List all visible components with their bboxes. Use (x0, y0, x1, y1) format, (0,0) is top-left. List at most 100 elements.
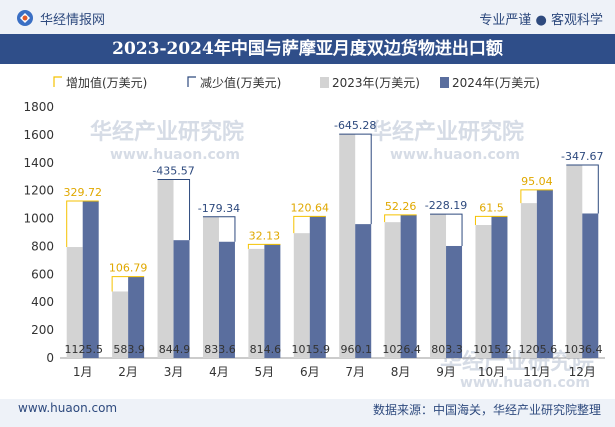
legend-label: 增加值(万美元) (66, 75, 147, 90)
value-label-2024: 833.6 (204, 343, 236, 356)
bar-2024 (582, 213, 599, 358)
chart-title: 2023-2024年中国与萨摩亚月度双边货物进出口额 (112, 39, 503, 59)
bar-2024 (446, 245, 463, 358)
decrease-bracket (566, 164, 599, 214)
x-tick-label: 4月 (209, 365, 229, 379)
bar-series (66, 133, 599, 358)
bar-2023 (384, 222, 401, 358)
data-source: 数据来源：中国海关，华经产业研究院整理 (372, 403, 601, 417)
x-tick-label: 8月 (391, 365, 411, 379)
x-tick-label: 7月 (345, 365, 365, 379)
y-tick-label: 200 (31, 323, 54, 337)
value-label-2024: 1026.4 (382, 343, 421, 356)
increase-bracket (520, 189, 553, 204)
increase-bracket (384, 214, 417, 223)
y-tick-label: 1000 (23, 212, 54, 226)
increase-bracket (293, 215, 326, 234)
tagline: 专业严谨 ● 客观科学 (479, 13, 603, 28)
bar-2023 (430, 214, 447, 358)
bar-2024 (309, 216, 326, 358)
top-bar (0, 0, 615, 34)
change-label: 329.72 (63, 186, 102, 199)
x-tick-label: 2月 (118, 365, 138, 379)
y-tick-label: 1400 (23, 156, 54, 170)
bar-2023 (475, 225, 492, 358)
bar-2024 (218, 241, 235, 358)
value-label-2024: 1015.9 (292, 343, 331, 356)
data-labels: 329.72 1125.5 1月 106.79 583.9 2月 -435.57 844.9 3… (63, 119, 603, 379)
bar-2024 (491, 216, 508, 358)
watermark-url: www.huaon.com (110, 147, 240, 163)
x-tick-label: 12月 (569, 365, 596, 379)
bottom-bar (0, 399, 615, 427)
watermark-url: www.huaon.com (390, 147, 520, 163)
increase-bracket (247, 243, 281, 249)
x-tick-label: 9月 (436, 365, 456, 379)
legend-label: 2023年(万美元) (332, 76, 420, 90)
y-tick-label: 600 (31, 267, 54, 281)
value-label-2024: 844.9 (159, 343, 191, 356)
bar-2023 (293, 233, 310, 358)
bar-2024 (355, 224, 372, 358)
legend-label: 2024年(万美元) (452, 76, 540, 90)
x-tick-label: 5月 (255, 365, 275, 379)
bar-2023 (157, 179, 174, 358)
title-bar (0, 34, 615, 64)
decrease-bracket (430, 213, 463, 246)
legend-label: 减少值(万美元) (200, 75, 281, 90)
change-label: 32.13 (249, 229, 281, 242)
x-tick-label: 6月 (300, 365, 320, 379)
bar-2024 (264, 244, 281, 358)
y-tick-label: 0 (46, 351, 54, 365)
huajing-logo-icon (17, 10, 33, 26)
bar-2023 (566, 164, 583, 358)
y-tick-label: 1200 (23, 184, 54, 198)
change-label: -347.67 (561, 150, 603, 163)
footer-url: www.huaon.com (18, 401, 118, 415)
change-label: 106.79 (109, 262, 148, 275)
watermark-url: www.huaon.com (460, 375, 590, 391)
bar-2024 (173, 240, 190, 358)
change-label: -645.28 (334, 119, 376, 132)
x-tick-label: 3月 (164, 365, 184, 379)
x-tick-label: 11月 (523, 365, 550, 379)
bar-2023 (66, 247, 83, 358)
change-label: 61.5 (479, 201, 504, 214)
decrease-bracket (202, 216, 236, 242)
change-label: 52.26 (385, 200, 417, 213)
bar-2023 (339, 134, 356, 358)
increase-bracket (111, 276, 145, 292)
y-tick-label: 1800 (23, 100, 54, 114)
decrease-bracket (339, 133, 372, 225)
legend-2024-swatch (440, 77, 449, 88)
y-tick-label: 1600 (23, 128, 54, 142)
bar-2024 (536, 189, 553, 358)
legend-2023-swatch (320, 77, 329, 88)
site-name: 华经情报网 (40, 13, 106, 28)
decrease-bracket (157, 178, 191, 241)
change-label: 120.64 (291, 201, 330, 214)
value-label-2024: 803.3 (431, 343, 463, 356)
value-label-2024: 1205.6 (519, 343, 558, 356)
bar-2024 (128, 276, 145, 358)
y-axis: 0 200 400 600 800 1000 1200 1400 1600 1800 (23, 100, 605, 365)
change-label: -435.57 (152, 164, 194, 177)
value-label-2024: 1015.2 (473, 343, 512, 356)
value-label-2024: 1125.5 (64, 343, 103, 356)
value-label-2024: 583.9 (113, 343, 145, 356)
watermark-text: 华经产业研究院 (370, 119, 524, 145)
increase-bracket (474, 215, 508, 226)
change-label: -228.19 (425, 199, 467, 212)
x-tick-label: 1月 (73, 365, 93, 379)
bar-2023 (112, 291, 129, 358)
value-label-2024: 960.1 (340, 343, 372, 356)
bar-2024 (400, 214, 417, 358)
value-label-2024: 814.6 (250, 343, 282, 356)
legend-increase-marker (53, 76, 62, 87)
y-tick-label: 400 (31, 295, 54, 309)
value-label-2024: 1036.4 (564, 343, 603, 356)
watermark-text: 华经产业研究院 (90, 119, 244, 145)
